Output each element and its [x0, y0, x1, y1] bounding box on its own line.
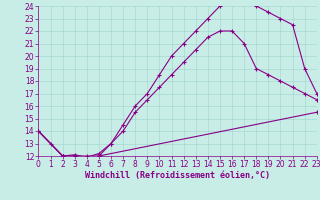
- X-axis label: Windchill (Refroidissement éolien,°C): Windchill (Refroidissement éolien,°C): [85, 171, 270, 180]
